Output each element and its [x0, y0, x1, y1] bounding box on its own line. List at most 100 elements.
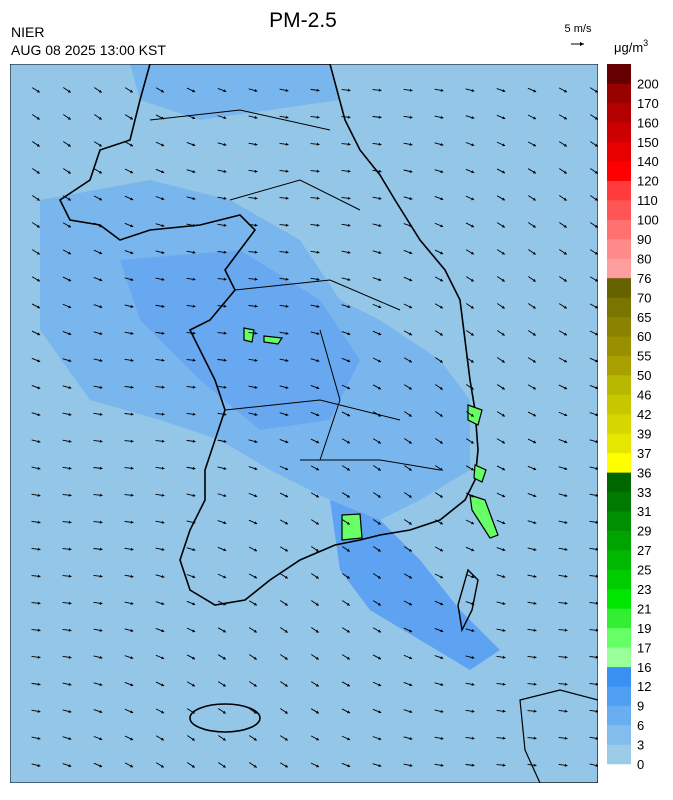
arrow-head — [222, 710, 226, 714]
arrow-head — [285, 223, 289, 227]
arrow-head — [315, 602, 319, 606]
timestamp: AUG 08 2025 13:00 KST — [11, 42, 166, 58]
wind-arrow — [32, 141, 40, 147]
wind-arrow — [372, 115, 382, 119]
wind-arrow — [403, 682, 413, 687]
arrow-head — [316, 440, 320, 444]
arrow-head — [37, 493, 41, 497]
arrow-head — [130, 439, 134, 443]
arrow-head — [440, 763, 444, 767]
arrow-head — [347, 386, 351, 390]
wind-arrow — [155, 385, 165, 389]
colorbar-label: 12 — [637, 679, 651, 694]
wind-arrow — [31, 466, 41, 470]
wind-arrow — [124, 222, 134, 228]
wind-arrow — [372, 196, 382, 200]
arrow-head — [99, 547, 103, 551]
wind-arrow — [155, 87, 165, 93]
wind-arrow — [248, 519, 258, 525]
wind-arrow — [403, 763, 413, 767]
arrow-head — [377, 440, 381, 444]
wind-arrow — [279, 169, 289, 173]
arrow-head — [99, 412, 103, 416]
wind-arrow — [124, 250, 134, 255]
wind-arrow — [558, 763, 568, 767]
arrow-head — [346, 629, 350, 633]
arrow-head — [192, 412, 196, 416]
wind-arrow — [31, 520, 41, 524]
colorbar-label: 42 — [637, 407, 651, 422]
wind-arrow — [31, 222, 41, 228]
arrow-head — [377, 521, 381, 525]
wind-arrow — [31, 709, 41, 713]
wind-arrow — [93, 735, 103, 741]
arrow-head — [533, 467, 537, 471]
wind-arrow — [527, 114, 537, 120]
arrow-head — [409, 88, 413, 92]
wind-arrow — [434, 465, 444, 471]
arrow-head — [347, 169, 351, 173]
wind-arrow — [373, 465, 381, 471]
arrow-head — [533, 763, 537, 767]
wind-arrow — [249, 735, 257, 741]
arrow-head — [192, 304, 196, 308]
arrow-head — [99, 224, 103, 228]
arrow-head — [316, 196, 320, 200]
wind-arrow — [31, 276, 41, 282]
wind-arrow — [155, 520, 165, 524]
arrow-head — [68, 601, 72, 605]
wind-arrow — [217, 681, 227, 687]
wind-arrow — [62, 412, 72, 416]
arrow-head — [192, 143, 196, 147]
wind-arrow — [186, 169, 196, 174]
wind-arrow — [341, 735, 351, 741]
wind-arrow — [310, 223, 320, 227]
wind-arrow — [31, 439, 41, 443]
arrow-head — [192, 466, 196, 470]
wind-arrow — [465, 195, 475, 201]
wind-arrow — [341, 223, 351, 227]
arrow-head — [501, 386, 505, 390]
wind-arrow — [527, 87, 537, 93]
wind-arrow — [155, 250, 165, 254]
arrow-head — [532, 386, 536, 390]
wind-arrow — [310, 438, 320, 444]
wind-arrow — [310, 492, 320, 498]
wind-arrow — [589, 736, 598, 740]
wind-arrow — [465, 222, 475, 228]
arrow-head — [285, 115, 289, 119]
arrow-head — [254, 277, 258, 281]
wind-arrow — [186, 600, 196, 606]
arrow-head — [408, 521, 412, 525]
arrow-head — [378, 196, 382, 200]
wind-arrow — [248, 439, 258, 444]
arrow-head — [316, 223, 320, 227]
arrow-head — [471, 521, 475, 525]
arrow-head — [254, 494, 258, 498]
arrow-head — [223, 116, 227, 120]
wind-arrow — [93, 762, 103, 768]
arrow-head — [161, 439, 165, 443]
wind-arrow — [465, 655, 475, 659]
wind-arrow — [434, 115, 444, 119]
wind-arrow — [62, 628, 72, 632]
coastline — [58, 64, 479, 606]
arrow-head — [254, 196, 258, 200]
wind-arrow — [31, 736, 41, 740]
wind-arrow — [434, 492, 444, 498]
arrow-head — [223, 358, 227, 362]
arrow-head — [223, 277, 227, 281]
arrow-head — [378, 278, 382, 282]
arrow-head — [99, 655, 103, 659]
arrow-head — [222, 764, 226, 768]
wind-arrow — [124, 87, 134, 93]
arrow-head — [471, 655, 475, 659]
wind-arrow — [155, 412, 165, 416]
wind-arrow — [186, 385, 196, 389]
arrow-head — [99, 683, 103, 687]
wind-arrow — [496, 547, 506, 552]
hotspot — [243, 327, 499, 541]
arrow-head — [254, 358, 258, 362]
wind-arrow — [279, 88, 289, 92]
wind-arrow — [403, 519, 413, 525]
